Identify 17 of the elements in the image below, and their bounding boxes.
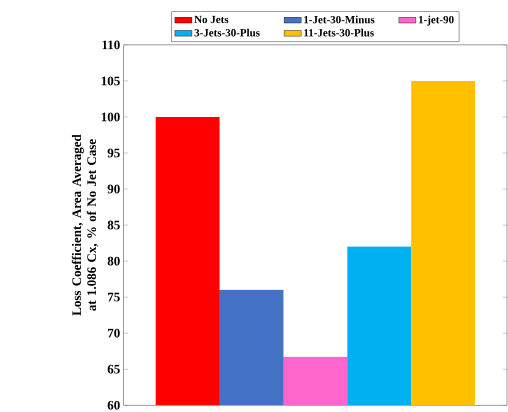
y-tick-label: 75 — [108, 292, 120, 302]
y-tick-label: 70 — [108, 328, 120, 338]
y-tick-label: 110 — [102, 40, 120, 50]
y-tick-label: 65 — [108, 364, 120, 374]
legend-label: 1-jet-90 — [418, 16, 454, 26]
y-tick-label: 85 — [108, 220, 120, 230]
y-tick-label: 95 — [108, 148, 120, 158]
y-tick-label: 105 — [102, 76, 120, 86]
y-tick-label: 80 — [108, 256, 120, 266]
legend-label: 11-Jets-30-Plus — [304, 28, 374, 36]
y-tick-label: 60 — [108, 400, 120, 410]
legend-label: 3-Jets-30-Plus — [194, 28, 260, 36]
y-tick-label: 90 — [108, 184, 120, 194]
legend-label: No Jets — [194, 16, 228, 24]
y-tick-label: 100 — [102, 112, 120, 122]
y-axis-title: Loss Coefficient, Area Averaged at 1.086 Cx, % of No Jet Case — [72, 134, 98, 316]
legend-label: 1-Jet-30-Minus — [304, 16, 374, 24]
